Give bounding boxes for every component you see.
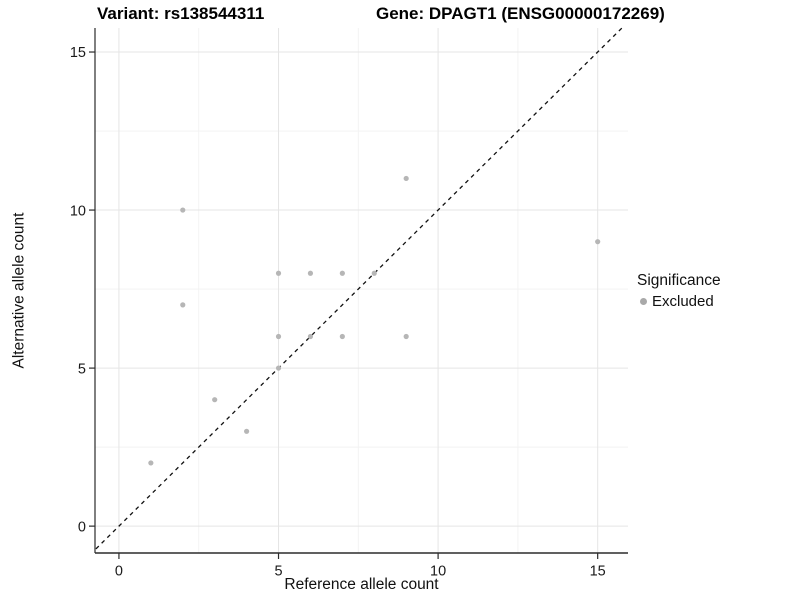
data-point [307,270,314,276]
legend-title: Significance [637,272,721,289]
x-axis-title: Reference allele count [284,576,439,593]
data-point [275,333,282,340]
data-point [275,365,282,371]
x-tick-label: 10 [430,564,446,580]
data-point [595,239,601,245]
data-point [148,460,154,466]
x-tick-label: 15 [590,564,606,580]
legend-item-label: Excluded [652,293,714,310]
y-tick-label: 15 [70,45,86,61]
legend-item-excluded: Excluded [637,293,721,310]
data-point [339,333,345,340]
plot-title-gene: Gene: DPAGT1 (ENSG00000172269) [376,4,665,23]
data-point [244,428,250,434]
data-point [212,397,218,403]
data-point [403,333,409,340]
y-tick-label: 10 [70,203,86,219]
plot-title-variant: Variant: rs138544311 [97,4,265,23]
data-point [275,270,282,276]
data-point [180,207,186,213]
data-point [403,175,409,182]
y-axis-title: Alternative allele count [10,212,28,369]
legend: Significance Excluded [637,272,721,310]
data-point [371,270,377,276]
x-tick-label: 0 [115,564,123,580]
legend-key-point-icon [640,298,647,305]
data-point [307,333,314,340]
x-tick-label: 5 [274,564,282,580]
identity-line [95,27,623,550]
y-tick-label: 5 [78,361,86,377]
data-point [180,302,186,308]
y-tick-label: 0 [78,519,86,535]
data-point [339,270,345,276]
